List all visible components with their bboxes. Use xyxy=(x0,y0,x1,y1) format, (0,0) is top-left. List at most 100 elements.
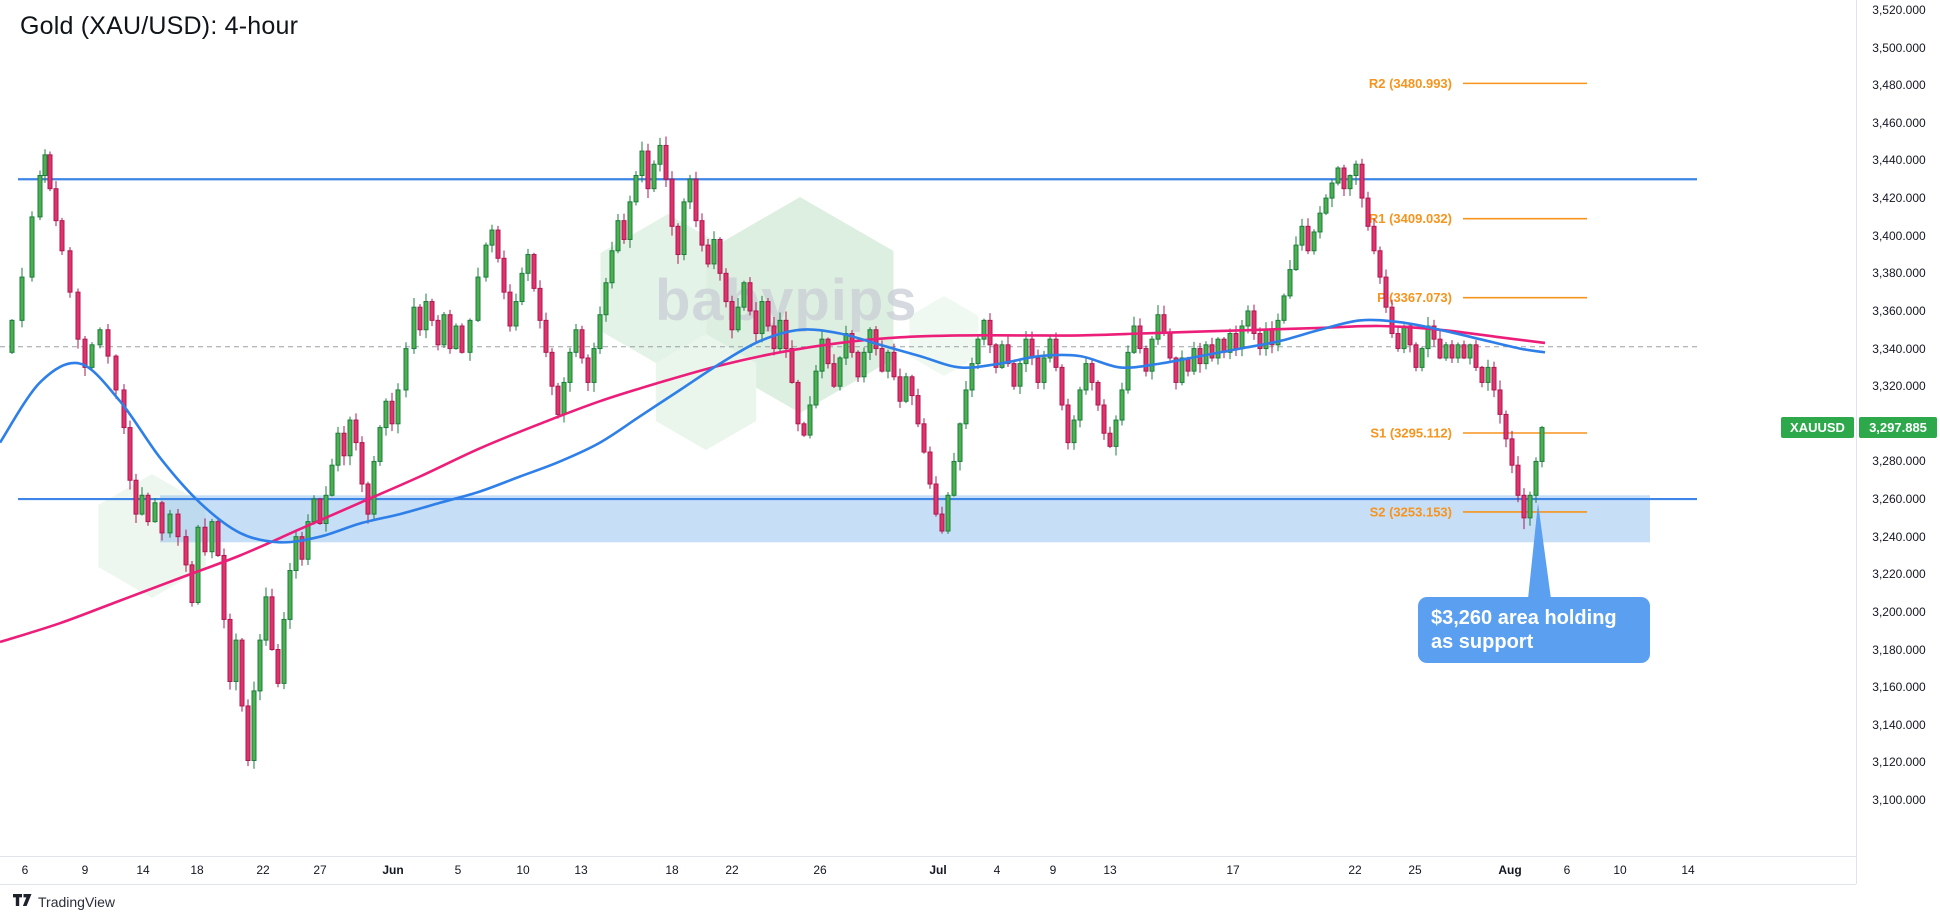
support-zone[interactable] xyxy=(160,495,1650,543)
candle-body xyxy=(957,423,963,462)
candle-body xyxy=(975,338,981,365)
callout-pointer xyxy=(1528,503,1551,599)
candle-body xyxy=(347,419,353,457)
candle-body xyxy=(519,272,525,303)
candle-body xyxy=(1251,310,1257,335)
price-tick-label: 3,100.000 xyxy=(1872,793,1926,807)
candle-body xyxy=(1119,389,1125,421)
candle-body xyxy=(933,483,939,515)
candle-body xyxy=(681,201,687,256)
candle-body xyxy=(657,144,663,165)
candle-body xyxy=(1449,344,1455,359)
candle-body xyxy=(9,319,15,353)
candle-body xyxy=(555,385,561,415)
candle-body xyxy=(825,338,831,365)
candle-body xyxy=(209,521,215,553)
time-tick-6: 6 xyxy=(1563,863,1571,877)
candle-body xyxy=(1017,363,1023,387)
candle-body xyxy=(843,333,849,359)
candle-body xyxy=(133,479,139,515)
candle-body xyxy=(1209,344,1215,359)
candle-body xyxy=(795,381,801,425)
price-tick-label: 3,140.000 xyxy=(1872,717,1926,732)
candle-body xyxy=(1107,432,1113,447)
callout-line-1: $3,260 area holding xyxy=(1431,607,1617,629)
candle-body xyxy=(127,427,133,481)
candle-body xyxy=(585,357,591,383)
candle-body xyxy=(1431,325,1437,340)
candle-body xyxy=(663,144,669,180)
time-tick-9: 9 xyxy=(1049,863,1057,877)
candle-body xyxy=(1143,348,1149,372)
candle-body xyxy=(215,521,221,556)
candle-body xyxy=(139,494,145,515)
candle-body xyxy=(233,639,239,682)
candle-body xyxy=(1359,163,1365,199)
candle-body xyxy=(1311,231,1317,252)
candle-body xyxy=(1491,366,1497,391)
candle-body xyxy=(1005,344,1011,365)
fast-moving-average-line[interactable] xyxy=(0,318,1546,544)
time-tick-jun: Jun xyxy=(382,863,404,877)
time-axis[interactable]: 6 9 14 18 22 27 Jun 5 10 13 18 22 26 Jul 4 9 13 17 22 25 Aug… xyxy=(0,856,1856,885)
candle-body xyxy=(202,526,208,553)
candle-body xyxy=(1413,344,1419,368)
candle-body xyxy=(621,220,627,240)
candle-body xyxy=(993,344,999,368)
candle-body xyxy=(371,460,377,515)
time-tick-17: 17 xyxy=(1226,863,1240,877)
candle-body xyxy=(969,363,975,391)
candle-body xyxy=(189,564,195,604)
candle-body xyxy=(723,272,729,303)
candle-body xyxy=(275,649,281,684)
slow-moving-average-line[interactable] xyxy=(0,324,1546,644)
candle-body xyxy=(1515,464,1521,496)
candle-body xyxy=(501,257,507,293)
candle-body xyxy=(353,419,359,444)
candle-body xyxy=(299,536,305,560)
price-axis[interactable]: 3,520.000 3,500.000 3,480.000 3,460.000 3,44… xyxy=(1856,0,1940,884)
time-tick-18: 18 xyxy=(190,863,204,877)
candle-body xyxy=(987,319,993,346)
time-tick-13: 13 xyxy=(574,863,588,877)
candle-body xyxy=(53,188,59,222)
candle-body xyxy=(1083,363,1089,391)
chart-canvas[interactable]: babypips R2 (3480.993) R1 (3409.032) P (336… xyxy=(0,0,1856,856)
support-annotation-callout[interactable]: $3,260 area holding as support xyxy=(1418,597,1650,663)
candle-body xyxy=(885,351,891,372)
candle-body xyxy=(1335,167,1341,184)
candle-body xyxy=(1521,494,1527,519)
candle-body xyxy=(323,494,329,524)
candle-body xyxy=(537,287,543,321)
candle-body xyxy=(687,178,693,203)
candle-body xyxy=(645,150,651,190)
price-tick-label: 3,460.000 xyxy=(1872,115,1926,130)
candle-body xyxy=(183,536,189,566)
candle-body xyxy=(1353,163,1359,177)
candle-body xyxy=(915,395,921,425)
candle-body xyxy=(819,338,825,372)
candle-body xyxy=(525,254,531,274)
candle-body xyxy=(263,596,269,641)
candle-body xyxy=(807,404,813,436)
tradingview-attribution[interactable]: TradingView xyxy=(13,891,115,913)
time-tick-25: 25 xyxy=(1408,863,1422,877)
candle-body xyxy=(1155,314,1161,340)
candle-body xyxy=(837,357,843,387)
pivot-label-s2: S2 (3253.153) xyxy=(1370,504,1452,519)
time-tick-22: 22 xyxy=(1348,863,1362,877)
candle-body xyxy=(531,254,537,289)
candle-body xyxy=(1383,276,1389,308)
candle-body xyxy=(245,705,251,762)
candle-body xyxy=(1227,333,1233,353)
candle-body xyxy=(257,639,263,692)
candle-body xyxy=(543,319,549,353)
candle-body xyxy=(1365,197,1371,227)
tradingview-attribution-text: TradingView xyxy=(38,894,116,910)
candle-body xyxy=(783,319,789,350)
candle-body xyxy=(711,238,717,265)
candle-body xyxy=(105,329,111,357)
candle-body xyxy=(389,400,395,425)
candle-body xyxy=(1275,319,1281,346)
candle-body xyxy=(1509,438,1515,466)
